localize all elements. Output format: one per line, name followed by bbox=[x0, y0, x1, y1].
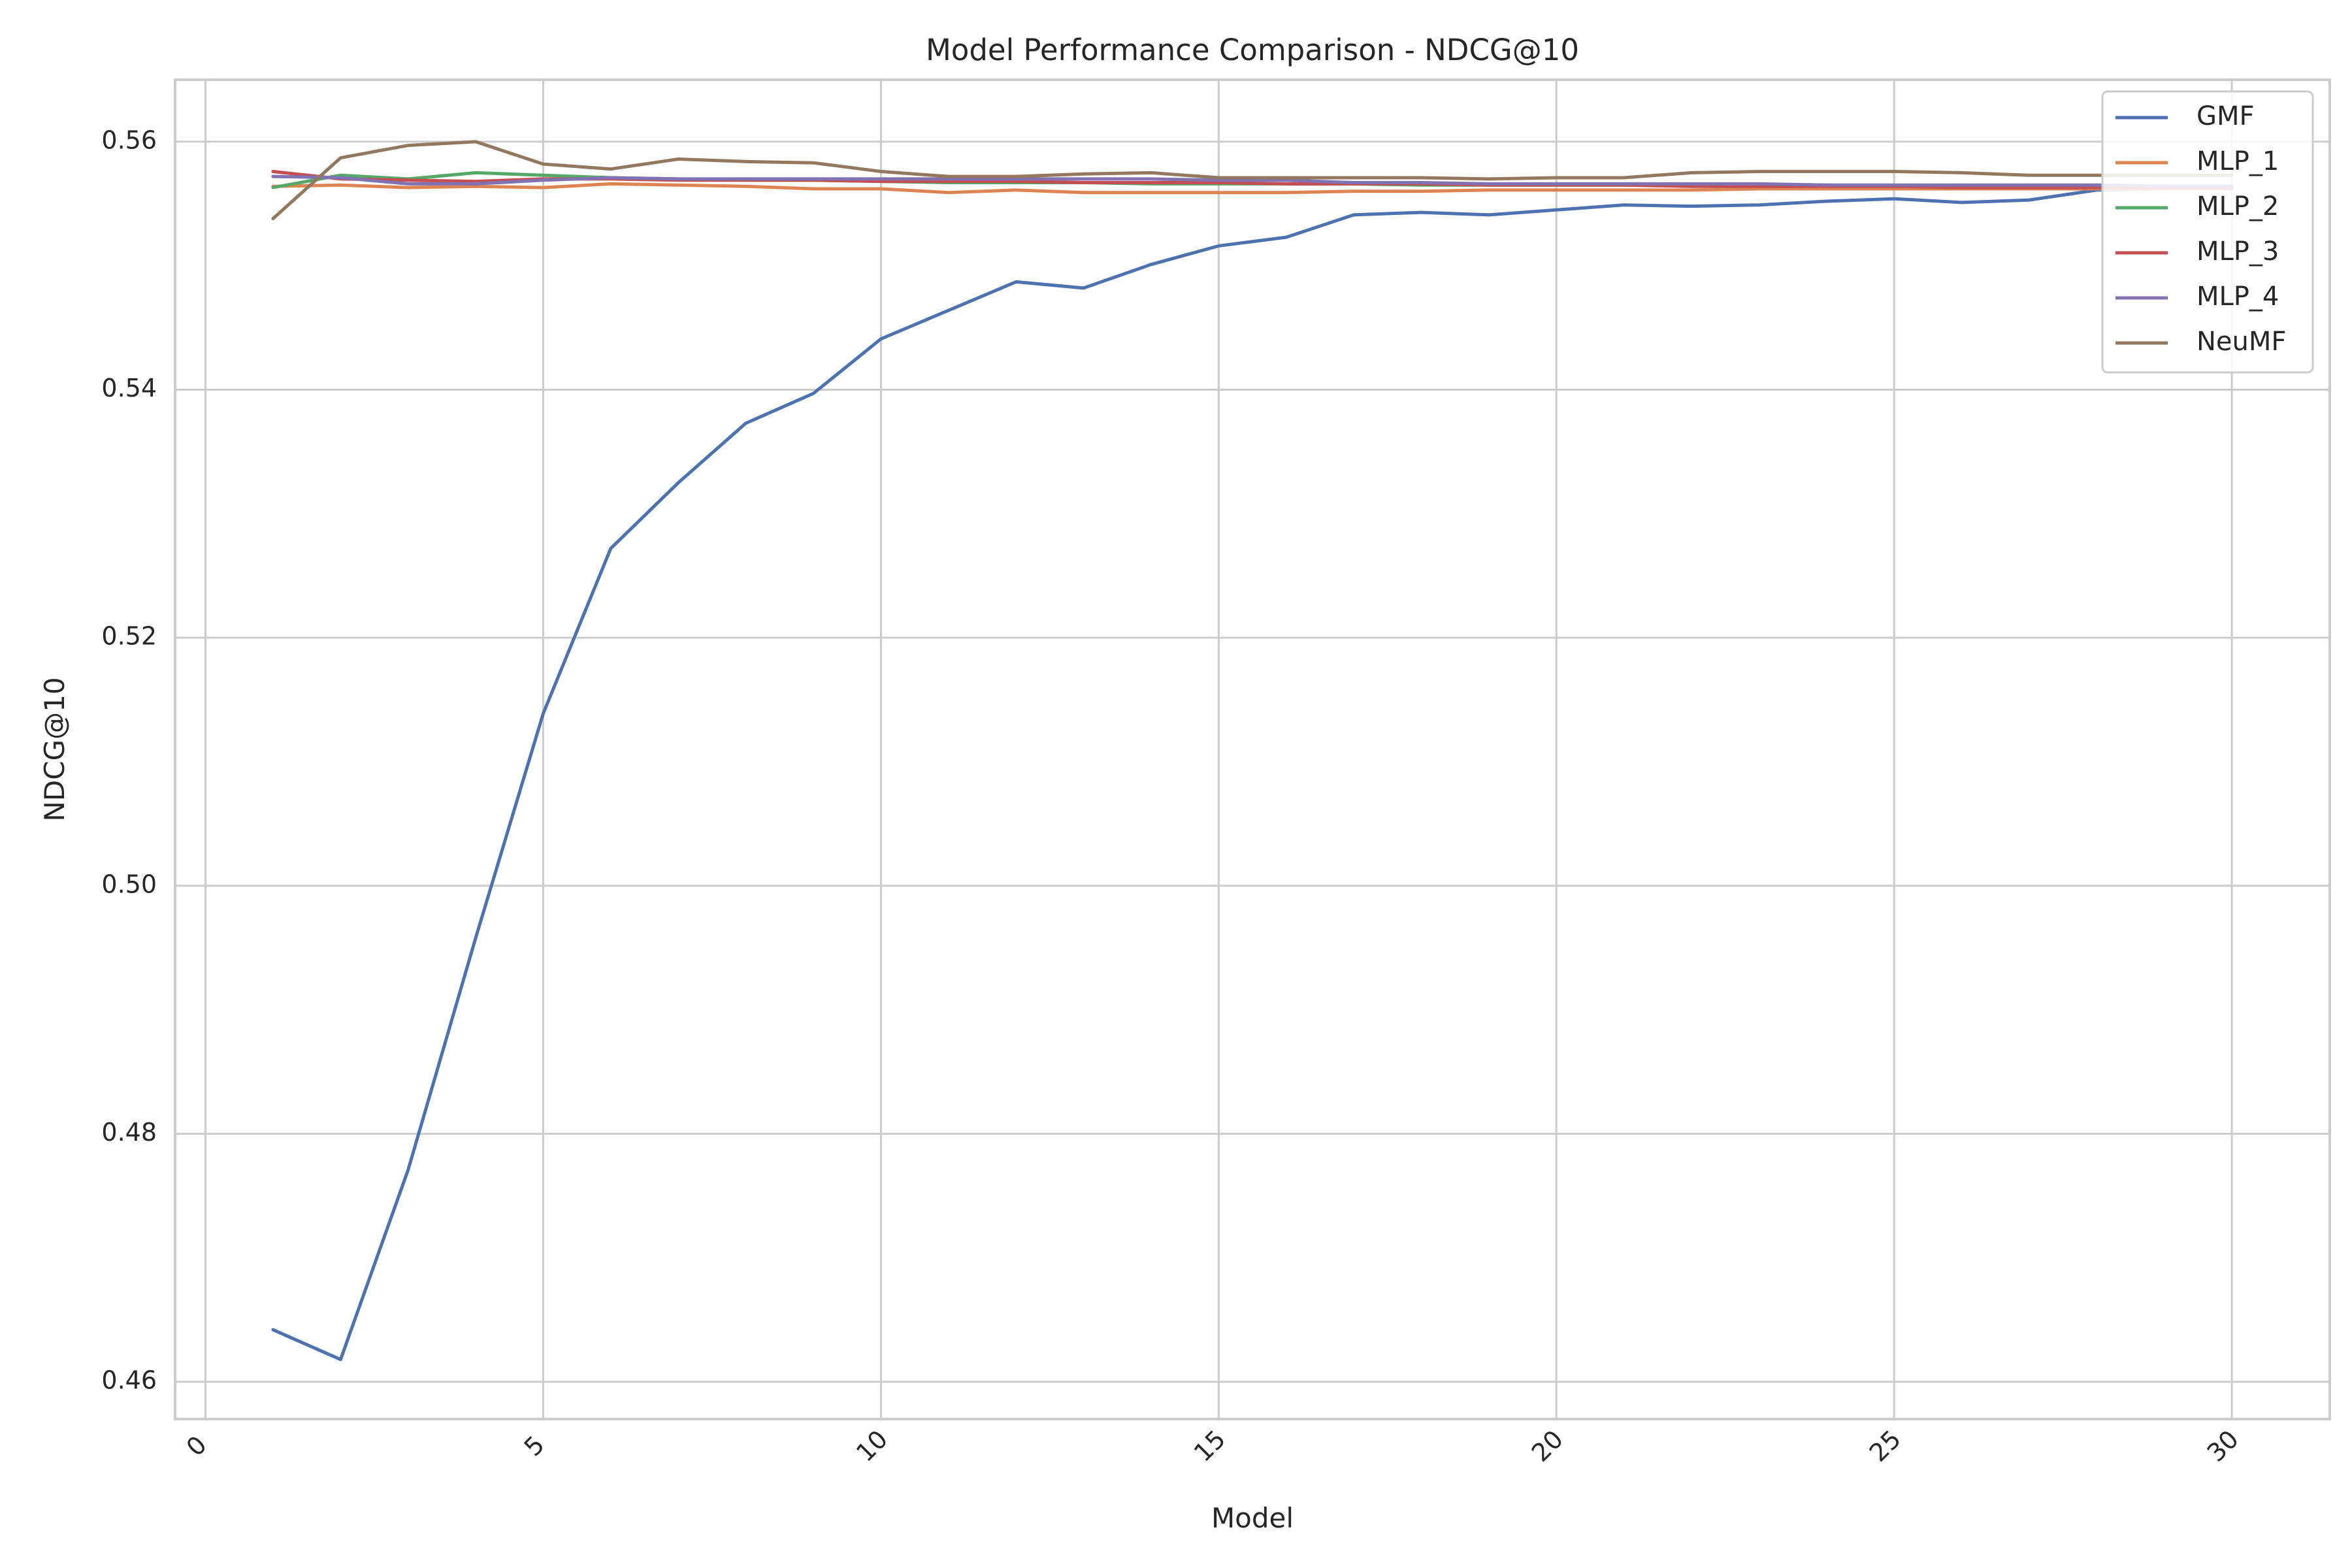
x-tick-label: 20 bbox=[1526, 1425, 1569, 1467]
y-tick-label: 0.56 bbox=[101, 125, 157, 154]
x-tick-label: 0 bbox=[181, 1430, 212, 1462]
legend-item-neumf: NeuMF bbox=[2115, 327, 2286, 357]
series-line-gmf bbox=[271, 186, 2234, 1362]
x-tick-label: 5 bbox=[519, 1430, 550, 1462]
y-axis-label: NDCG@10 bbox=[39, 677, 71, 821]
legend-item-mlp-2: MLP_2 bbox=[2115, 191, 2279, 221]
legend-label: MLP_3 bbox=[2197, 237, 2279, 267]
legend-item-mlp-3: MLP_3 bbox=[2115, 237, 2279, 267]
series-lines bbox=[271, 140, 2234, 1362]
y-tick-label: 0.52 bbox=[101, 622, 157, 651]
legend-label: MLP_1 bbox=[2197, 146, 2279, 176]
y-tick-label: 0.48 bbox=[101, 1118, 157, 1147]
x-tick-label: 30 bbox=[2202, 1425, 2244, 1467]
y-tick-label: 0.54 bbox=[101, 374, 157, 402]
series-line-mlp-4 bbox=[271, 174, 2234, 188]
grid-lines bbox=[175, 80, 2330, 1419]
legend-label: GMF bbox=[2197, 101, 2255, 131]
plot-frame bbox=[174, 78, 2331, 1420]
legend-label: NeuMF bbox=[2197, 327, 2286, 357]
legend-item-gmf: GMF bbox=[2115, 101, 2255, 131]
chart-title: Model Performance Comparison - NDCG@10 bbox=[926, 33, 1579, 67]
tick-labels: 0 5 10 15 20 25 30 0.46 0.48 0.50 0.52 0.54 0.56 bbox=[101, 125, 2244, 1467]
x-tick-label: 25 bbox=[1864, 1425, 1906, 1467]
x-axis-label: Model bbox=[1211, 1502, 1294, 1534]
legend-label: MLP_4 bbox=[2197, 282, 2279, 312]
legend-label: MLP_2 bbox=[2197, 191, 2279, 221]
legend-item-mlp-1: MLP_1 bbox=[2115, 146, 2279, 176]
x-tick-label: 15 bbox=[1188, 1425, 1231, 1467]
legend: GMF MLP_1 MLP_2 MLP_3 MLP_4 NeuMF bbox=[2101, 90, 2314, 374]
legend-item-mlp-4: MLP_4 bbox=[2115, 282, 2279, 312]
series-line-mlp-1 bbox=[271, 182, 2234, 195]
series-line-neumf bbox=[271, 140, 2234, 221]
y-tick-label: 0.46 bbox=[101, 1366, 157, 1395]
y-tick-label: 0.50 bbox=[101, 870, 157, 898]
x-tick-label: 10 bbox=[851, 1425, 893, 1467]
